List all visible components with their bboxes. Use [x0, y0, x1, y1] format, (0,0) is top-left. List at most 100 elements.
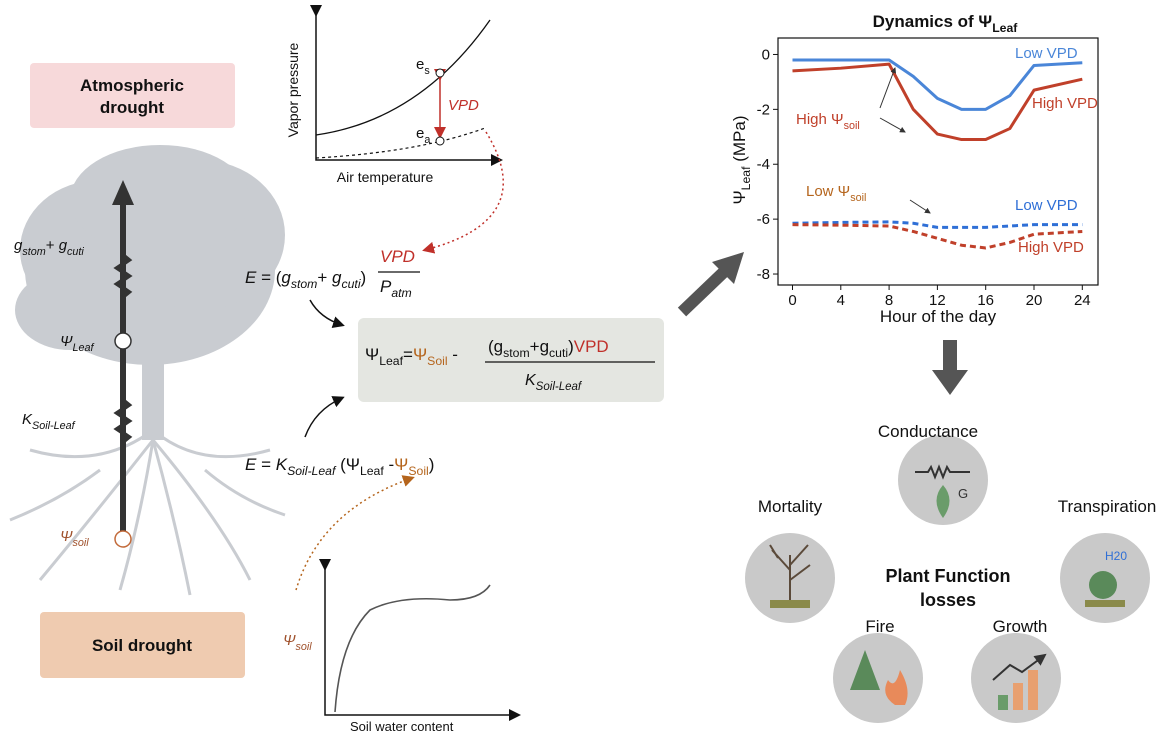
x-tick-label: 0	[788, 292, 796, 309]
text-segment: a	[424, 134, 430, 146]
text-segment: Ψ	[413, 345, 427, 364]
soil-box	[40, 612, 245, 678]
text-segment: stom	[291, 277, 318, 291]
text-segment: -	[384, 455, 394, 474]
line-series	[792, 220, 1083, 229]
point	[435, 136, 445, 146]
series-label: High VPD	[1018, 239, 1084, 256]
y-tick-label: 0	[762, 46, 770, 63]
text-segment: Soil	[408, 464, 428, 478]
x-tick-label: 12	[929, 292, 946, 309]
function-icon	[898, 435, 988, 525]
text-segment: VPD	[574, 337, 609, 356]
text-segment: (g	[488, 337, 503, 356]
ea-label: ea	[416, 125, 430, 146]
x-tick-label: 4	[837, 292, 845, 309]
text-segment: soil	[850, 192, 866, 204]
function-label: Growth	[993, 617, 1048, 636]
equation-box	[358, 318, 664, 402]
text-segment: = (	[256, 268, 281, 287]
text-segment: VPD	[380, 247, 415, 266]
text-segment: g	[281, 268, 291, 287]
text-segment: cuti	[342, 277, 361, 291]
dotted-arrow	[295, 475, 415, 591]
function-label: Conductance	[878, 422, 978, 441]
central-numerator: (gstom+gcuti)VPD	[488, 337, 609, 360]
text-segment: +	[46, 237, 59, 254]
y-tick-label: -6	[757, 211, 770, 228]
text-segment: Ψ	[730, 190, 749, 204]
tree-crown	[1089, 571, 1117, 599]
x-tick-label: 16	[977, 292, 994, 309]
atmospheric-label: Atmospheric	[80, 76, 184, 95]
chart-title: Dynamics of ΨLeaf	[873, 12, 1019, 35]
text-segment: E	[245, 268, 257, 287]
bar-icon	[998, 695, 1008, 710]
text-segment: K	[276, 455, 288, 474]
resistor-icon	[915, 464, 970, 480]
flame	[885, 670, 908, 705]
soil-y-label: Ψsoil	[283, 632, 312, 653]
node	[114, 530, 132, 548]
y-tick-label: -2	[757, 101, 770, 118]
text-segment: stom	[22, 246, 45, 258]
equation-1-den: Patm	[380, 277, 412, 300]
text-segment: atm	[391, 286, 411, 300]
ground	[1085, 600, 1125, 607]
text-segment: K	[22, 411, 33, 428]
text-segment: (Ψ	[335, 455, 360, 474]
line-series	[792, 58, 1083, 111]
central-equation: ΨLeaf=ΨSoil -	[365, 345, 458, 368]
text-segment: soil	[72, 537, 89, 549]
text-segment: Leaf	[360, 464, 384, 478]
text-segment: Leaf	[739, 166, 753, 190]
text-segment: Ψ	[283, 632, 296, 649]
bar-icon	[1013, 683, 1023, 710]
psi-leaf-label: ΨLeaf	[60, 333, 94, 354]
big-arrow	[943, 340, 957, 370]
text-segment: Ψ	[365, 345, 379, 364]
text-segment: Leaf	[72, 342, 94, 354]
soil-curve	[334, 584, 491, 713]
k-label: KSoil-Leaf	[22, 411, 76, 432]
soil-label: Soil drought	[92, 636, 192, 655]
es-curve	[315, 19, 491, 136]
arrow	[304, 396, 345, 438]
x-tick-label: 20	[1026, 292, 1043, 309]
line-series	[792, 62, 1083, 142]
text-segment: VPD	[448, 97, 479, 114]
vapor-axes	[310, 5, 503, 166]
text-segment: )	[568, 337, 574, 356]
x-axis-label: Air temperature	[337, 169, 434, 185]
text-segment: +	[317, 268, 332, 287]
conductance-icon-label: G	[958, 486, 968, 501]
text-segment: High Ψ	[796, 111, 844, 128]
text-segment: Soil-Leaf	[536, 381, 583, 393]
text-segment: Soil-Leaf	[32, 420, 76, 432]
atmospheric-box	[30, 63, 235, 128]
big-arrow	[677, 263, 733, 317]
conductance-label: gstom+ gcuti	[14, 237, 84, 258]
text-segment: (MPa)	[730, 115, 749, 166]
big-arrow-head	[932, 370, 968, 395]
x-axis-label: Hour of the day	[880, 307, 997, 326]
functions-title: Plant Function	[886, 566, 1011, 586]
text-segment: +g	[530, 337, 549, 356]
x-tick-label: 24	[1074, 292, 1091, 309]
text-segment: soil	[295, 641, 312, 653]
line-series	[792, 223, 1083, 250]
dotted-arrow	[422, 131, 504, 254]
annotation-arrow	[879, 67, 897, 109]
ea-curve	[315, 127, 486, 159]
text-segment: Leaf	[992, 21, 1018, 35]
fire-tree	[850, 650, 880, 690]
big-arrow-head	[712, 252, 744, 284]
text-segment: s	[424, 65, 430, 77]
bar-icon	[1028, 670, 1038, 710]
soil-axes	[319, 559, 521, 721]
text-segment: Soil	[427, 354, 447, 368]
text-segment: )	[361, 268, 367, 287]
text-segment: g	[59, 237, 68, 254]
equation-1-num: VPD	[380, 247, 415, 266]
